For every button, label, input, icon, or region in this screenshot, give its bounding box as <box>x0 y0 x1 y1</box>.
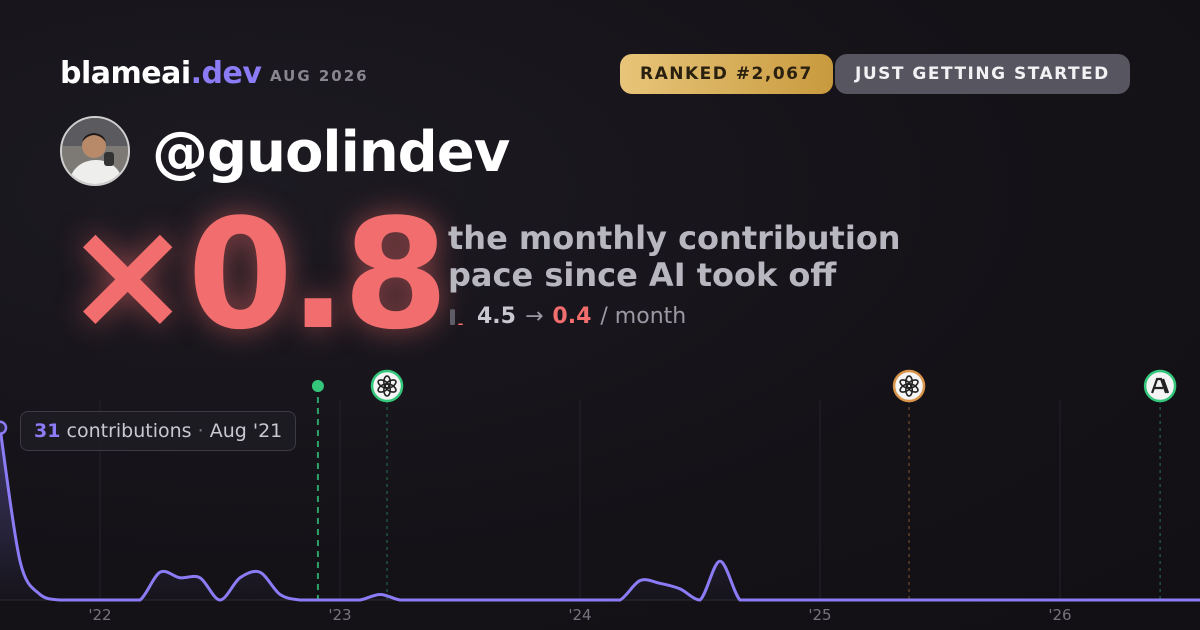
event-icon-glyph <box>899 379 912 389</box>
brand-name: blameai <box>60 56 191 91</box>
rank-badge: RANKED #2,067 <box>620 54 833 94</box>
pace-unit: / month <box>600 304 687 329</box>
event-dot <box>311 380 324 392</box>
description-line: pace since AI took off <box>448 256 837 294</box>
tooltip-unit: contributions <box>66 420 192 442</box>
x-tick-label: '24 <box>568 606 591 624</box>
pace: 4.5 → 0.4 / month <box>448 304 686 329</box>
point-highlight <box>0 420 8 436</box>
tooltip-separator: · <box>197 420 204 442</box>
event-icon <box>892 369 926 403</box>
chart: '22 '23 '24 '25 '26 <box>0 369 1200 624</box>
tooltip-value: 31 <box>34 420 61 442</box>
event-icon-glyph <box>377 379 390 389</box>
event-icon <box>370 369 404 403</box>
event-icon <box>1143 369 1177 403</box>
pace-arrow: → <box>524 304 544 329</box>
pace-before: 4.5 <box>477 304 516 329</box>
x-tick-label: '22 <box>88 606 111 624</box>
line <box>0 427 1200 602</box>
brand-suffix: .dev <box>190 56 262 91</box>
pace-bar-before <box>450 308 455 325</box>
description-line: the monthly contribution <box>448 219 901 257</box>
date: AUG 2026 <box>270 67 369 85</box>
status-badge: JUST GETTING STARTED <box>835 54 1130 94</box>
x-tick-label: '26 <box>1048 606 1071 624</box>
tooltip-date: Aug '21 <box>209 420 283 442</box>
pace-mini-chart <box>450 308 463 325</box>
event-icon-glyph <box>1151 377 1170 394</box>
handle: @guolindev <box>152 120 510 185</box>
x-tick-label: '23 <box>328 606 351 624</box>
tooltip: 31 contributions · Aug '21 <box>20 411 297 451</box>
multiplier: ×0.8 <box>64 186 449 363</box>
x-tick-label: '25 <box>808 606 831 624</box>
brand: blameai.dev <box>60 56 262 91</box>
avatar <box>60 116 130 186</box>
area <box>0 427 1200 600</box>
pace-bar-after <box>458 323 463 325</box>
pace-after: 0.4 <box>552 304 592 329</box>
